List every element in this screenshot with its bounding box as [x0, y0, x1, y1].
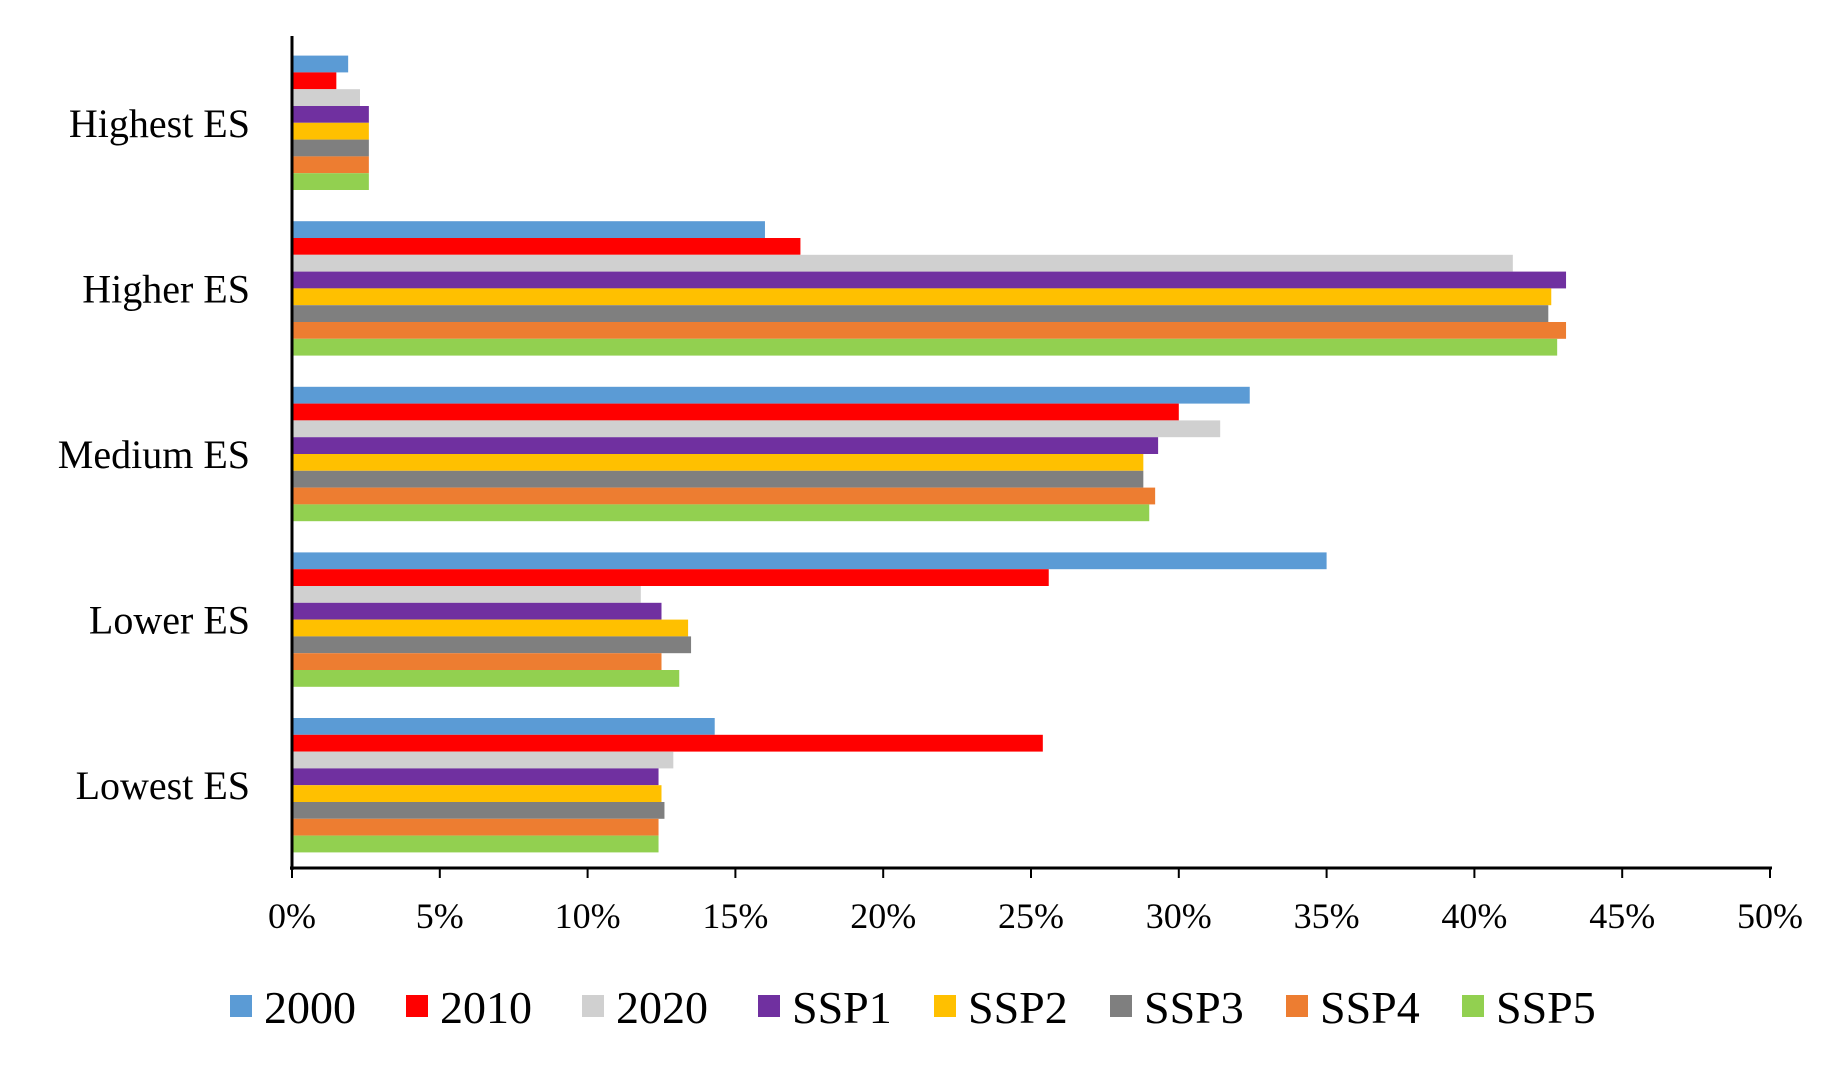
- category-label-lowest-es: Lowest ES: [76, 763, 250, 808]
- bar-lowest-es-ssp4: [292, 818, 659, 836]
- category-label-higher-es: Higher ES: [82, 266, 250, 311]
- axes-layer: 0% 5% 10% 15% 20% 25% 30% 35% 40% 45% 50%: [268, 36, 1803, 936]
- legend-label-ssp1: SSP1: [792, 982, 892, 1033]
- legend-swatch-ssp5: [1462, 995, 1484, 1017]
- legend-item-2020: 2020: [582, 982, 708, 1033]
- bar-higher-es-ssp5: [292, 338, 1558, 356]
- legend-item-ssp3: SSP3: [1110, 982, 1244, 1033]
- legend-item-ssp2: SSP2: [934, 982, 1068, 1033]
- bar-lowest-es-ssp3: [292, 802, 665, 819]
- x-tick-label-4: 20%: [850, 896, 916, 936]
- category-label-medium-es: Medium ES: [58, 432, 250, 477]
- legend-item-ssp1: SSP1: [758, 982, 892, 1033]
- bar-medium-es-2020: [292, 420, 1221, 438]
- x-tick-label-5: 25%: [998, 896, 1064, 936]
- bar-medium-es-2000: [292, 386, 1250, 404]
- legend-swatch-2000: [230, 995, 252, 1017]
- bar-higher-es-ssp1: [292, 271, 1567, 289]
- x-tick-label-8: 40%: [1441, 896, 1507, 936]
- legend-item-2010: 2010: [406, 982, 532, 1033]
- legend-swatch-ssp4: [1286, 995, 1308, 1017]
- bar-highest-es-ssp3: [292, 139, 369, 157]
- bar-highest-es-ssp1: [292, 106, 369, 123]
- x-tick-label-2: 10%: [555, 896, 621, 936]
- bar-lower-es-ssp2: [292, 619, 689, 637]
- bar-highest-es-2010: [292, 72, 337, 90]
- legend-swatch-ssp3: [1110, 995, 1132, 1017]
- bar-lowest-es-2010: [292, 734, 1043, 752]
- bar-lowest-es-ssp2: [292, 785, 662, 802]
- bar-medium-es-ssp1: [292, 437, 1159, 454]
- bars-layer: [292, 55, 1567, 853]
- legend: 2000 2010 2020 SSP1 SSP2 SSP3 SSP4 SSP5: [230, 982, 1596, 1033]
- bar-lower-es-ssp1: [292, 602, 662, 620]
- labels-layer: Highest ES Higher ES Medium ES Lower ES Lowe…: [58, 101, 250, 808]
- x-tick-label-1: 5%: [416, 896, 464, 936]
- bar-medium-es-ssp3: [292, 470, 1144, 488]
- bar-higher-es-ssp3: [292, 305, 1549, 322]
- legend-swatch-ssp2: [934, 995, 956, 1017]
- legend-item-ssp5: SSP5: [1462, 982, 1596, 1033]
- bar-medium-es-2010: [292, 403, 1179, 421]
- legend-label-ssp5: SSP5: [1496, 982, 1596, 1033]
- legend-swatch-2020: [582, 995, 604, 1017]
- legend-label-ssp4: SSP4: [1320, 982, 1420, 1033]
- bar-lowest-es-ssp1: [292, 768, 659, 786]
- bar-higher-es-2000: [292, 221, 765, 238]
- bar-medium-es-ssp5: [292, 504, 1150, 522]
- category-label-highest-es: Highest ES: [69, 101, 250, 146]
- bar-higher-es-2010: [292, 238, 801, 255]
- bar-highest-es-ssp4: [292, 156, 369, 174]
- bar-medium-es-ssp2: [292, 454, 1144, 471]
- legend-label-2010: 2010: [440, 982, 532, 1033]
- x-tick-label-6: 30%: [1146, 896, 1212, 936]
- bar-highest-es-2000: [292, 55, 349, 73]
- bar-lower-es-ssp3: [292, 636, 692, 654]
- bar-medium-es-ssp4: [292, 487, 1156, 505]
- bar-lower-es-ssp4: [292, 653, 662, 670]
- legend-label-2000: 2000: [264, 982, 356, 1033]
- bar-higher-es-ssp4: [292, 322, 1567, 339]
- bar-highest-es-2020: [292, 89, 360, 106]
- bar-higher-es-2020: [292, 254, 1513, 272]
- bar-lower-es-ssp5: [292, 670, 680, 687]
- legend-label-ssp3: SSP3: [1144, 982, 1244, 1033]
- legend-item-2000: 2000: [230, 982, 356, 1033]
- bar-lower-es-2020: [292, 586, 641, 603]
- x-tick-label-0: 0%: [268, 896, 316, 936]
- x-tick-label-7: 35%: [1294, 896, 1360, 936]
- legend-swatch-ssp1: [758, 995, 780, 1017]
- bar-lowest-es-ssp5: [292, 835, 659, 853]
- bar-highest-es-ssp5: [292, 173, 369, 190]
- legend-label-2020: 2020: [616, 982, 708, 1033]
- x-tick-label-3: 15%: [702, 896, 768, 936]
- bar-higher-es-ssp2: [292, 288, 1552, 306]
- bar-highest-es-ssp2: [292, 122, 369, 140]
- legend-swatch-2010: [406, 995, 428, 1017]
- bar-lowest-es-2000: [292, 718, 715, 735]
- legend-item-ssp4: SSP4: [1286, 982, 1420, 1033]
- x-tick-label-9: 45%: [1589, 896, 1655, 936]
- legend-label-ssp2: SSP2: [968, 982, 1068, 1033]
- bar-lower-es-2010: [292, 569, 1049, 586]
- category-label-lower-es: Lower ES: [89, 598, 250, 643]
- bar-lower-es-2000: [292, 552, 1327, 570]
- bar-lowest-es-2020: [292, 751, 674, 769]
- x-tick-label-10: 50%: [1737, 896, 1803, 936]
